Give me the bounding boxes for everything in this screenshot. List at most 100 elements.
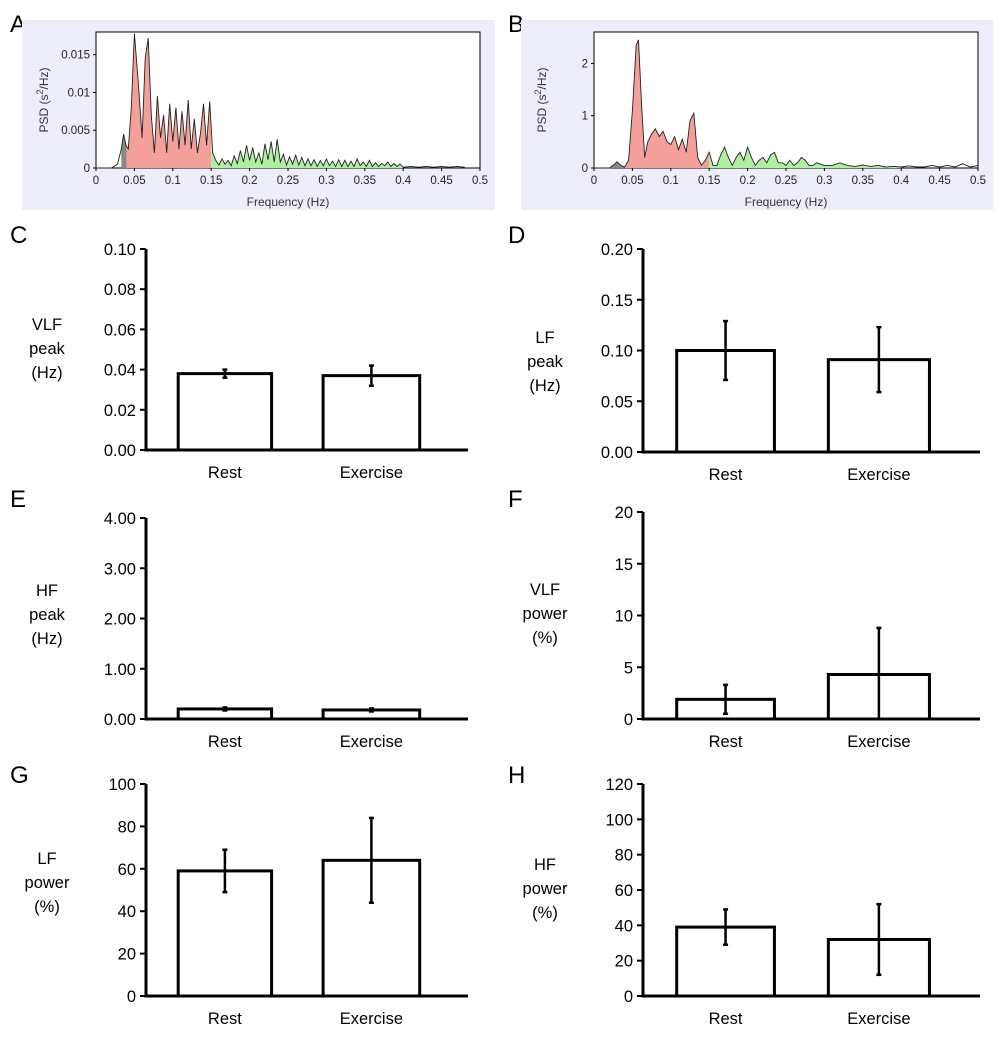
superscript: 2 xyxy=(35,89,45,94)
chart-b: 0 0.05 0.1 0.15 0.2 0.25 0.3 0.35 0.4 0.45 0.5 0 1 2 F… xyxy=(521,20,993,210)
spectrum-line xyxy=(96,33,465,169)
y-tick-label: 0.005 xyxy=(61,125,90,137)
x-tick-label: Rest xyxy=(208,1010,242,1028)
y-axis-label: (Hz) xyxy=(31,630,62,648)
y-axis-label: (%) xyxy=(532,904,558,922)
x-tick-label: 0.3 xyxy=(816,175,832,187)
y-tick-label: 15 xyxy=(615,556,633,574)
bar-rest xyxy=(176,372,274,452)
y-tick-label: 0 xyxy=(624,711,633,729)
y-axis-label: VLF xyxy=(32,316,62,334)
x-tick-label: 0 xyxy=(591,175,597,187)
spectrum-line xyxy=(594,39,979,169)
y-tick-label: 120 xyxy=(605,776,633,794)
y-axis-label-part: /Hz) xyxy=(535,67,549,89)
x-tick-label: Rest xyxy=(709,466,743,484)
x-tick-label: Rest xyxy=(208,733,242,751)
y-tick-label: 0 xyxy=(582,163,588,175)
x-tick-label: 0.25 xyxy=(277,175,299,187)
y-tick-label: 20 xyxy=(615,504,633,522)
y-tick-label: 3.00 xyxy=(104,560,136,578)
chart-f: Rest Exercise 0 5 10 15 20 VLF power (%) xyxy=(523,504,980,751)
y-tick-label: 20 xyxy=(118,946,136,964)
y-tick-label: 100 xyxy=(605,811,633,829)
y-tick-label: 2.00 xyxy=(104,611,136,629)
y-tick-label: 0.06 xyxy=(104,321,136,339)
y-tick-label: 0.08 xyxy=(104,281,136,299)
y-tick-label: 0.10 xyxy=(601,343,633,361)
y-axis-label: VLF xyxy=(530,581,560,599)
y-tick-label: 0.00 xyxy=(601,444,633,462)
chart-g: Rest Exercise 0 20 40 60 80 100 LF power (%) xyxy=(25,776,468,1028)
y-axis-label: power xyxy=(25,874,70,892)
y-tick-label: 0.04 xyxy=(104,362,136,380)
panel-label-e: E xyxy=(10,486,26,513)
y-tick-label: 80 xyxy=(615,847,633,865)
y-axis-label: PSD (s2/Hz) xyxy=(35,67,51,132)
x-axis-label: Frequency (Hz) xyxy=(247,195,330,209)
chart-a: 0 0.05 0.1 0.15 0.2 0.25 0.3 0.35 0.4 0.45 0.5 0 0.0… xyxy=(22,20,495,210)
y-tick-label: 0 xyxy=(624,988,633,1006)
y-axis-label-part: PSD (s xyxy=(535,95,549,133)
x-tick-label: 0.05 xyxy=(621,175,643,187)
x-tick-label: 0.2 xyxy=(740,175,756,187)
y-axis-label: PSD (s2/Hz) xyxy=(533,67,549,132)
y-axis-label: peak xyxy=(29,606,66,624)
x-tick-label: Rest xyxy=(709,733,743,751)
panel-label-g: G xyxy=(10,762,29,789)
x-tick-label: Exercise xyxy=(847,466,910,484)
band-fill-lf xyxy=(624,39,710,168)
y-axis-label: (Hz) xyxy=(31,364,62,382)
x-tick-label: Exercise xyxy=(847,1010,910,1028)
chart-h: Rest Exercise 0 20 40 60 80 100 120 HF power (%) xyxy=(523,776,980,1028)
x-tick-label: 0.1 xyxy=(165,175,181,187)
bar-exercise xyxy=(321,374,422,452)
y-tick-label: 0.05 xyxy=(601,393,633,411)
x-tick-label: 0.4 xyxy=(395,175,412,187)
x-tick-label: 0.25 xyxy=(775,175,797,187)
y-tick-label: 0.01 xyxy=(68,87,90,99)
y-axis-label: HF xyxy=(534,856,556,874)
x-tick-label: 0.5 xyxy=(472,175,488,187)
x-tick-label: 0.5 xyxy=(970,175,986,187)
x-tick-label: Exercise xyxy=(340,464,403,482)
y-axis-label: (Hz) xyxy=(529,377,560,395)
y-tick-label: 0.00 xyxy=(104,442,136,460)
x-tick-label: Rest xyxy=(709,1010,743,1028)
y-axis-label: LF xyxy=(37,850,56,868)
x-tick-label: 0.05 xyxy=(123,175,145,187)
y-tick-label: 100 xyxy=(108,776,136,794)
y-tick-label: 5 xyxy=(624,659,633,677)
x-tick-label: 0.35 xyxy=(354,175,376,187)
x-tick-label: 0.15 xyxy=(698,175,720,187)
x-tick-label: 0.15 xyxy=(200,175,222,187)
panel-label-h: H xyxy=(508,762,525,789)
band-fill-hf xyxy=(709,147,902,168)
y-axis-label-part: PSD (s xyxy=(37,95,51,133)
y-tick-label: 0 xyxy=(84,163,90,175)
y-tick-label: 0.20 xyxy=(601,241,633,259)
x-tick-label: 0.45 xyxy=(430,175,452,187)
chart-c: Rest Exercise 0.00 0.02 0.04 0.06 0.08 0.10 VLF p… xyxy=(29,241,468,482)
y-tick-label: 0.015 xyxy=(61,50,90,62)
y-tick-label: 0 xyxy=(127,988,136,1006)
panel-label-f: F xyxy=(508,486,523,513)
band-fill-vlf xyxy=(609,161,625,168)
y-axis-label: peak xyxy=(527,353,564,371)
band-fill-hf xyxy=(211,127,404,168)
y-tick-label: 0.00 xyxy=(104,711,136,729)
y-tick-label: 10 xyxy=(615,608,633,626)
y-axis-label: peak xyxy=(29,340,66,358)
y-tick-label: 40 xyxy=(118,903,136,921)
x-tick-label: 0.3 xyxy=(318,175,334,187)
x-tick-label: Exercise xyxy=(340,733,403,751)
y-tick-label: 0.10 xyxy=(104,241,136,259)
chart-e: Rest Exercise 0.00 1.00 2.00 3.00 4.00 HF peak (H… xyxy=(29,510,468,751)
superscript: 2 xyxy=(533,89,543,94)
x-tick-label: Rest xyxy=(208,464,242,482)
y-axis-label: power xyxy=(523,880,568,898)
x-tick-label: 0 xyxy=(93,175,99,187)
panel-label-b: B xyxy=(508,11,524,38)
y-tick-label: 1 xyxy=(582,111,588,123)
